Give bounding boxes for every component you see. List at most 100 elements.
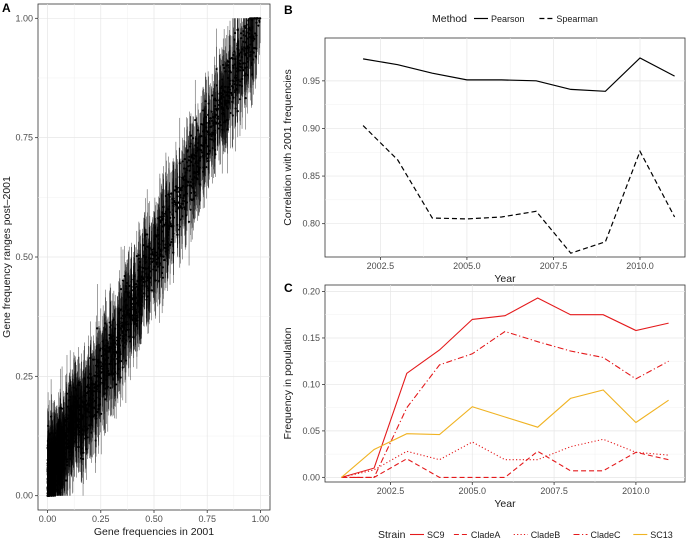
y-tick-label: 0.50 [15, 252, 33, 262]
scatter-point [160, 253, 163, 257]
y-tick-label: 0.95 [302, 76, 320, 86]
scatter-point [185, 169, 188, 172]
y-tick-label: 0.10 [302, 379, 320, 389]
scatter-point [217, 103, 221, 107]
scatter-point [116, 331, 120, 334]
scatter-point [205, 138, 208, 141]
scatter-point [189, 159, 192, 162]
scatter-point [116, 362, 120, 365]
x-tick-label: 0.50 [145, 514, 163, 524]
scatter-point [61, 482, 64, 486]
scatter-point [140, 295, 143, 298]
scatter-point [141, 266, 144, 270]
y-axis-label: Frequency in population [282, 327, 294, 439]
scatter-point [242, 30, 245, 33]
scatter-point [69, 411, 72, 415]
scatter-point [223, 113, 226, 116]
scatter-point [64, 479, 68, 482]
scatter-point [220, 107, 223, 110]
scatter-point [186, 165, 190, 168]
scatter-point [60, 445, 63, 448]
series-line-cladec [341, 330, 669, 478]
legend-label-sc9: SC9 [427, 530, 445, 540]
series-line-spearman [362, 125, 676, 254]
scatter-point [239, 59, 242, 62]
scatter-point [231, 79, 234, 82]
scatter-point [72, 428, 75, 431]
scatter-point [120, 327, 123, 330]
scatter-point [181, 199, 185, 203]
scatter-point [220, 94, 223, 98]
scatter-point [226, 118, 229, 122]
scatter-point [191, 198, 194, 202]
scatter-point [137, 254, 140, 257]
legend-label-cladec: CladeC [591, 530, 622, 540]
scatter-point [144, 233, 147, 236]
scatter-point [221, 111, 225, 114]
y-tick-label: 0.00 [302, 472, 320, 482]
scatter-point [172, 251, 175, 254]
legend-strain: Strain SC9 CladeA CladeB CladeC SC13 [378, 529, 673, 541]
x-tick-label: 2005.0 [453, 261, 481, 271]
scatter-point [258, 20, 261, 24]
scatter-point [175, 190, 178, 194]
x-tick-label: 2007.5 [540, 486, 568, 496]
scatter-point [153, 255, 156, 258]
scatter-point [230, 84, 234, 88]
legend-label-cladea: CladeA [471, 530, 501, 540]
scatter-point [173, 199, 176, 203]
scatter-point [193, 191, 196, 195]
scatter-point [139, 303, 142, 306]
scatter-point [69, 428, 72, 431]
scatter-point [172, 204, 175, 207]
legend-label-pearson: Pearson [491, 14, 525, 24]
plot-area [324, 37, 686, 258]
scatter-point [64, 442, 67, 445]
scatter-point [155, 261, 159, 264]
scatter-point [233, 31, 237, 35]
scatter-point [102, 382, 105, 386]
scatter-point [94, 439, 97, 442]
scatter-point [234, 74, 237, 77]
scatter-point [194, 155, 197, 158]
scatter-point [118, 344, 122, 347]
scatter-point [162, 215, 165, 218]
scatter-point [217, 122, 220, 125]
scatter-point [184, 185, 188, 188]
scatter-point [81, 457, 85, 461]
scatter-point [211, 94, 214, 97]
scatter-point [89, 404, 92, 408]
scatter-point [198, 166, 201, 169]
scatter-point [215, 67, 218, 71]
series-line-sc9 [341, 297, 669, 478]
panel-letter-c: C [284, 281, 293, 295]
scatter-point [89, 356, 92, 360]
scatter-point [150, 260, 153, 264]
x-axis-label: Year [494, 498, 516, 510]
scatter-point [86, 385, 89, 388]
scatter-point [210, 110, 213, 113]
scatter-point [46, 494, 50, 497]
scatter-point [52, 458, 55, 461]
scatter-point [156, 228, 159, 232]
scatter-point [79, 404, 83, 407]
legend-label-spearman: Spearman [556, 14, 598, 24]
scatter-point [171, 238, 174, 241]
scatter-point [130, 293, 133, 297]
scatter-point [132, 302, 135, 305]
scatter-point [80, 427, 83, 430]
scatter-point [179, 187, 182, 190]
scatter-point [53, 436, 56, 439]
scatter-point [250, 17, 253, 20]
series-line-cladeb [341, 438, 669, 478]
scatter-point [133, 286, 136, 290]
panel-letter-a: A [2, 1, 11, 15]
scatter-point [195, 149, 198, 152]
scatter-point [229, 111, 232, 115]
scatter-point [109, 342, 112, 345]
scatter-point [245, 41, 248, 44]
scatter-point [46, 439, 50, 443]
legend-label-cladeb: CladeB [531, 530, 561, 540]
legend-method: Method Pearson Spearman [432, 13, 598, 25]
scatter-point [127, 314, 131, 317]
